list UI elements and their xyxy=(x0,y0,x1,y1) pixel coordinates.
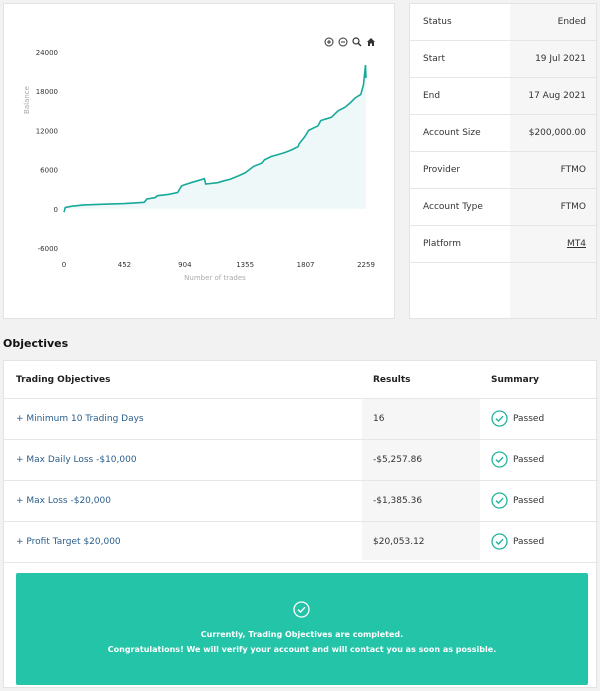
header-trading-objectives: Trading Objectives xyxy=(16,375,111,385)
info-label: Account Size xyxy=(423,128,481,138)
info-label: Provider xyxy=(423,165,461,175)
objective-row: + Profit Target $20,000 $20,053.12 Passe… xyxy=(4,522,598,563)
info-label: Account Type xyxy=(423,202,483,212)
x-tick-label: 2259 xyxy=(357,261,375,269)
summary-text: Passed xyxy=(513,454,545,465)
y-tick-label: 18000 xyxy=(36,88,58,96)
info-label: End xyxy=(423,91,441,101)
x-tick-label: 0 xyxy=(62,261,66,269)
x-tick-label: 904 xyxy=(178,261,192,269)
banner-message-line-2: Congratulations! We will verify your acc… xyxy=(107,645,497,654)
y-tick-label: 6000 xyxy=(40,167,58,175)
summary-text: Passed xyxy=(513,536,545,547)
info-row-end: End 17 Aug 2021 xyxy=(410,78,596,115)
objective-result: $20,053.12 xyxy=(373,537,425,547)
objective-result: -$1,385.36 xyxy=(373,496,423,506)
y-tick-label: 0 xyxy=(54,206,58,214)
home-icon[interactable] xyxy=(366,37,376,47)
info-label: Status xyxy=(423,17,452,27)
x-tick-label: 452 xyxy=(118,261,131,269)
platform-link[interactable]: MT4 xyxy=(510,226,596,262)
info-value: 17 Aug 2021 xyxy=(510,78,596,114)
info-value: FTMO xyxy=(510,189,596,225)
objectives-table-header: Trading Objectives Results Summary xyxy=(4,361,598,399)
magnifier-icon[interactable] xyxy=(352,37,362,47)
balance-line xyxy=(63,65,367,213)
check-circle-icon xyxy=(491,533,508,550)
results-column-bg xyxy=(362,399,480,560)
info-row-provider: Provider FTMO xyxy=(410,152,596,189)
zoom-out-icon[interactable] xyxy=(338,37,348,47)
info-row-start: Start 19 Jul 2021 xyxy=(410,41,596,78)
info-label: Platform xyxy=(423,239,461,249)
header-results: Results xyxy=(373,375,411,385)
objectives-heading: Objectives xyxy=(3,337,69,350)
objective-summary: Passed xyxy=(491,492,544,509)
info-row-account-size: Account Size $200,000.00 xyxy=(410,115,596,152)
banner-message-line-1: Currently, Trading Objectives are comple… xyxy=(200,630,404,639)
info-label: Start xyxy=(423,54,445,64)
info-row-account-type: Account Type FTMO xyxy=(410,189,596,226)
check-circle-icon xyxy=(491,492,508,509)
objective-expand-link[interactable]: + Minimum 10 Trading Days xyxy=(16,414,144,424)
y-axis-label: Balance xyxy=(23,86,31,114)
objective-row: + Max Daily Loss -$10,000 -$5,257.86 Pas… xyxy=(4,440,598,481)
objective-row: + Max Loss -$20,000 -$1,385.36 Passed xyxy=(4,481,598,522)
objective-summary: Passed xyxy=(491,533,544,550)
objective-summary: Passed xyxy=(491,451,544,468)
objective-summary: Passed xyxy=(491,410,544,427)
summary-text: Passed xyxy=(513,413,545,424)
balance-chart-card: 24000 18000 12000 6000 0 -6000 0 452 904 1355 1807… xyxy=(3,3,395,319)
y-tick-label: 24000 xyxy=(36,49,58,57)
info-value: FTMO xyxy=(510,152,596,188)
objective-expand-link[interactable]: + Max Loss -$20,000 xyxy=(16,496,111,506)
objectives-completed-banner: Currently, Trading Objectives are comple… xyxy=(16,573,588,685)
objective-result: -$5,257.86 xyxy=(373,455,423,465)
zoom-in-icon[interactable] xyxy=(324,37,334,47)
objective-result: 16 xyxy=(373,414,385,424)
info-value: 19 Jul 2021 xyxy=(510,41,596,77)
y-tick-label: -6000 xyxy=(38,245,58,253)
x-tick-label: 1807 xyxy=(297,261,315,269)
check-circle-icon xyxy=(293,601,310,618)
objective-expand-link[interactable]: + Profit Target $20,000 xyxy=(16,537,121,547)
summary-text: Passed xyxy=(513,495,545,506)
balance-area xyxy=(64,65,366,213)
check-circle-icon xyxy=(491,451,508,468)
info-value: $200,000.00 xyxy=(510,115,596,151)
check-circle-icon xyxy=(491,410,508,427)
account-info-card: Status Ended Start 19 Jul 2021 End 17 Au… xyxy=(409,3,597,319)
balance-chart: 24000 18000 12000 6000 0 -6000 0 452 904 1355 1807… xyxy=(23,49,375,282)
header-summary: Summary xyxy=(491,375,540,385)
info-row-platform: Platform MT4 xyxy=(410,226,596,263)
info-value: Ended xyxy=(510,4,596,40)
info-row-status: Status Ended xyxy=(410,4,596,41)
objectives-card: Trading Objectives Results Summary + Min… xyxy=(3,360,598,688)
chart-toolbar xyxy=(324,37,376,47)
objective-row: + Minimum 10 Trading Days 16 Passed xyxy=(4,399,598,440)
y-tick-label: 12000 xyxy=(36,127,58,135)
objective-expand-link[interactable]: + Max Daily Loss -$10,000 xyxy=(16,455,137,465)
x-axis-label: Number of trades xyxy=(184,274,246,282)
x-tick-label: 1355 xyxy=(236,261,254,269)
